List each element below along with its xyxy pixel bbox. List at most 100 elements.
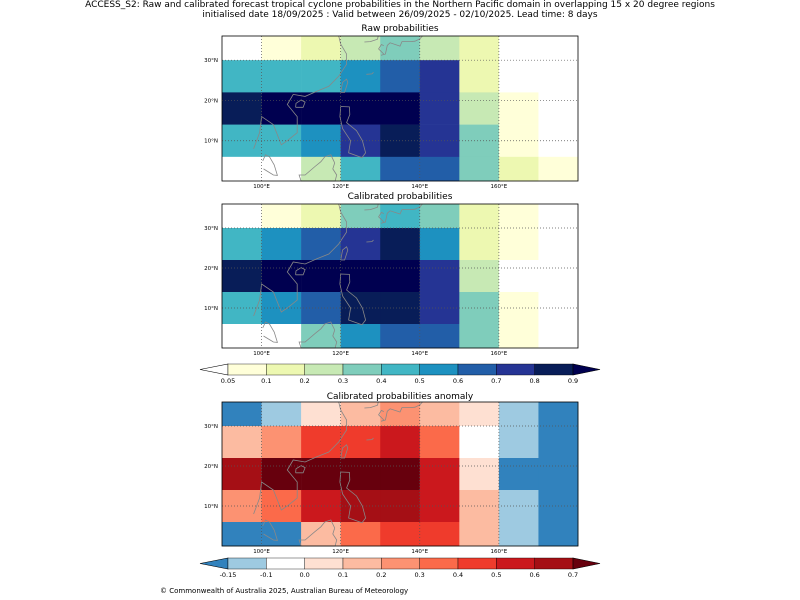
anomaly-x-tick-label: 160°E [491,549,508,555]
anomaly-cell-r4-c2 [301,522,341,547]
probability-colorbar-segment [419,363,459,376]
anomaly-cell-r4-c6 [459,522,500,547]
probability-colorbar-tick-label: 0.05 [221,377,235,385]
calibrated-coastline [298,321,338,349]
raw-cell-r0-c4 [380,36,421,61]
calibrated-coastline [262,321,278,343]
anomaly-cell-r2-c2 [301,458,341,491]
anomaly-coastline [340,444,349,459]
raw-cell-r3-c7 [498,124,539,158]
raw-x-tick-label: 160°E [491,184,508,190]
anomaly-colorbar-tick-label: 0.7 [568,571,578,579]
calibrated-panel-title: Calibrated probabilities [347,192,453,202]
calibrated-cell-r4-c8 [538,324,579,349]
raw-frame [221,35,579,182]
probability-colorbar-segment [534,363,574,376]
raw-coastline [364,35,379,43]
calibrated-cell-r0-c6 [459,204,500,229]
raw-cell-r1-c0 [222,60,262,93]
raw-cell-r4-c8 [538,156,579,182]
calibrated-x-tick-label: 100°E [253,351,270,357]
anomaly-cell-r1-c0 [222,426,262,459]
probability-colorbar-tick-label: 0.6 [453,377,463,385]
anomaly-cell-r0-c6 [459,402,500,427]
copyright-notice: © Commonwealth of Australia 2025, Austra… [160,587,409,595]
raw-cell-r2-c3 [340,92,381,125]
anomaly-coastline [380,401,423,422]
raw-coastline [262,154,278,176]
calibrated-cell-r1-c3 [340,228,381,261]
calibrated-coastline [295,267,306,276]
raw-coastline [340,78,349,93]
probability-colorbar-tick-label: 0.9 [568,377,578,385]
calibrated-x-tick-label: 160°E [491,351,508,357]
calibrated-cell-r0-c0 [222,204,262,229]
anomaly-colorbar-tick-label: 0.4 [453,571,463,579]
calibrated-cell-r4-c2 [301,324,341,349]
probability-colorbar-tick-label: 0.1 [261,377,271,385]
raw-cell-r2-c7 [498,92,539,125]
anomaly-colorbar-segment [534,557,574,570]
anomaly-cell-r1-c2 [301,426,341,459]
probability-colorbar-over-extension [572,363,601,376]
calibrated-cell-r3-c7 [498,292,539,325]
anomaly-y-tick-label: 10°N [204,504,218,510]
probability-colorbar-segment [266,363,305,376]
raw-y-tick-label: 20°N [204,98,218,104]
anomaly-coastline [366,437,374,441]
anomaly-x-tick-label: 100°E [253,549,270,555]
calibrated-x-tick-label: 120°E [332,351,349,357]
raw-cell-r1-c4 [380,60,421,93]
calibrated-cell-r4-c1 [261,324,302,349]
anomaly-cell-r4-c8 [538,522,579,547]
anomaly-cell-r4-c5 [419,522,460,547]
raw-coastline [295,99,306,108]
calibrated-cell-r1-c4 [380,228,421,261]
raw-cell-r4-c6 [459,156,500,182]
anomaly-cell-r2-c5 [419,458,460,491]
anomaly-cell-r2-c3 [340,458,381,491]
anomaly-colorbar-segment [496,557,535,570]
calibrated-cell-r1-c8 [538,228,579,261]
raw-cell-r0-c2 [301,36,341,61]
calibrated-y-tick-label: 30°N [204,226,218,232]
probability-colorbar-segment [496,363,535,376]
calibrated-cell-r4-c3 [340,324,381,349]
calibrated-frame [221,203,579,349]
calibrated-coastline [380,203,423,224]
calibrated-cell-r1-c1 [261,228,302,261]
raw-cell-r1-c1 [261,60,302,93]
anomaly-cell-r4-c7 [498,522,539,547]
raw-cell-r4-c2 [301,156,341,182]
raw-coastline [378,43,385,55]
raw-x-tick-label: 100°E [253,184,270,190]
anomaly-cell-r2-c1 [261,458,302,491]
anomaly-colorbar-over-extension [572,557,601,570]
calibrated-cell-r1-c0 [222,228,262,261]
anomaly-colorbar-tick-label: 0.6 [529,571,539,579]
anomaly-cell-r0-c5 [419,402,460,427]
anomaly-cell-r0-c2 [301,402,341,427]
calibrated-cell-r1-c5 [419,228,460,261]
anomaly-colorbar-tick-label: 0.0 [299,571,309,579]
calibrated-cell-r0-c2 [301,204,341,229]
figure-title: ACCESS_S2: Raw and calibrated forecast t… [0,0,800,20]
calibrated-cell-r2-c5 [419,260,460,293]
anomaly-cell-r3-c4 [380,490,421,523]
anomaly-coastline [339,471,367,524]
raw-cell-r0-c0 [222,36,262,61]
anomaly-colorbar-tick-label: -0.1 [260,571,273,579]
anomaly-cell-r1-c3 [340,426,381,459]
raw-cell-r4-c0 [222,156,262,182]
calibrated-cell-r4-c5 [419,324,460,349]
raw-x-tick-label: 120°E [332,184,349,190]
calibrated-cell-r4-c6 [459,324,500,349]
raw-cell-r4-c4 [380,156,421,182]
raw-cell-r2-c8 [538,92,579,125]
calibrated-coastline [253,203,347,317]
calibrated-cell-r1-c6 [459,228,500,261]
raw-coastline [339,106,367,159]
raw-panel-title: Raw probabilities [361,24,439,34]
anomaly-colorbar-tick-label: 0.5 [491,571,501,579]
anomaly-coastline [262,519,278,541]
